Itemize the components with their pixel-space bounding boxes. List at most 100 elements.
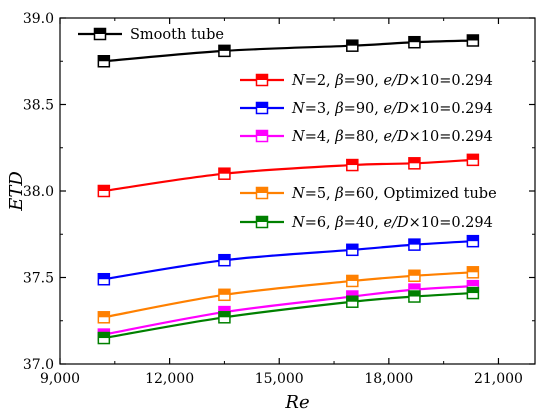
marker-fill xyxy=(346,291,358,297)
legend-marker xyxy=(255,101,269,115)
legend-label-part: N xyxy=(291,186,306,202)
series-line xyxy=(103,285,473,336)
x-tick-label: 18,000 xyxy=(364,371,413,387)
marker-fill xyxy=(346,40,358,46)
x-tick-label: 12,000 xyxy=(145,371,194,387)
legend-marker xyxy=(255,215,269,229)
legend-label-part: ×10=0.294 xyxy=(409,73,493,89)
legend-label-part: =90, xyxy=(344,73,384,89)
legend-label-part: Smooth tube xyxy=(130,27,224,43)
data-point xyxy=(408,157,421,170)
marker-fill xyxy=(467,154,479,160)
x-axis: 9,000 12,000 15,000 18,000 21,000 xyxy=(40,18,523,387)
data-point xyxy=(218,167,231,180)
data-point xyxy=(408,238,421,251)
series-line xyxy=(103,291,473,340)
legend-label: N=6, β=40, e/D×10=0.294 xyxy=(291,215,493,231)
legend-entry: N=6, β=40, e/D×10=0.294 xyxy=(240,215,493,231)
data-point xyxy=(346,274,359,288)
legend-label-part: e/D xyxy=(384,215,409,231)
legend-entry: N=4, β=80, e/D×10=0.294 xyxy=(240,129,493,145)
marker-fill xyxy=(218,45,230,51)
legend-label-part: β xyxy=(334,129,343,145)
legend-label-part: β xyxy=(334,215,343,231)
marker-fill xyxy=(467,266,479,273)
series-group xyxy=(97,153,480,198)
legend-marker xyxy=(255,73,269,87)
legend-label-part: β xyxy=(334,73,343,89)
legend-label-part: =80, xyxy=(344,129,384,145)
legend-label-part: N xyxy=(291,215,306,231)
legend-label-part: ×10=0.294 xyxy=(409,101,493,117)
marker-fill xyxy=(467,34,479,41)
series-group xyxy=(97,234,480,286)
marker-fill xyxy=(467,280,479,287)
data-point xyxy=(466,266,480,279)
y-axis: 37.0 37.5 38.0 38.5 39.0 xyxy=(23,11,535,373)
series-group xyxy=(97,286,480,345)
marker-fill xyxy=(218,311,230,318)
series-layer xyxy=(97,34,480,345)
data-point xyxy=(466,34,480,47)
marker-fill xyxy=(256,216,268,222)
marker-fill xyxy=(467,235,479,242)
legend-label-part: ×10=0.294 xyxy=(409,215,493,231)
marker-fill xyxy=(98,185,110,191)
legend-label-part: ×10=0.294 xyxy=(409,129,493,145)
marker-fill xyxy=(408,36,420,43)
legend-marker xyxy=(93,27,107,41)
legend-label-part: β xyxy=(334,186,343,202)
data-point xyxy=(466,234,480,248)
marker-fill xyxy=(218,306,230,313)
data-point xyxy=(97,331,111,345)
data-point xyxy=(97,272,111,286)
data-point xyxy=(218,253,231,267)
legend-label-part: e/D xyxy=(384,73,409,89)
data-point xyxy=(466,153,480,167)
legend-label-part: =40, xyxy=(344,215,384,231)
marker-fill xyxy=(408,270,420,276)
y-tick-label: 39.0 xyxy=(23,11,54,27)
legend-entry: N=3, β=90, e/D×10=0.294 xyxy=(240,101,493,117)
legend-label: N=4, β=80, e/D×10=0.294 xyxy=(291,129,493,145)
marker-fill xyxy=(218,168,230,174)
marker-fill xyxy=(98,332,110,339)
data-point xyxy=(408,35,421,49)
y-tick-label: 38.0 xyxy=(23,184,54,200)
marker-fill xyxy=(94,28,106,34)
marker-fill xyxy=(98,55,110,62)
data-point xyxy=(218,44,231,58)
data-point xyxy=(466,286,480,300)
x-axis-label: Re xyxy=(284,392,309,413)
legend-label: N=3, β=90, e/D×10=0.294 xyxy=(291,101,493,117)
x-tick-label: 15,000 xyxy=(255,371,304,387)
legend-label-part: =90, xyxy=(344,101,384,117)
marker-fill xyxy=(218,289,230,295)
marker-fill xyxy=(256,130,268,136)
marker-fill xyxy=(346,159,358,166)
marker-fill xyxy=(98,273,110,280)
marker-fill xyxy=(346,296,358,302)
legend-label-part: =5, xyxy=(305,186,336,202)
marker-fill xyxy=(408,239,420,245)
legend-label-part: =6, xyxy=(305,215,336,231)
legend-label-part: e/D xyxy=(384,129,409,145)
marker-fill xyxy=(256,74,268,80)
legend-label-part: N xyxy=(291,73,306,89)
data-point xyxy=(346,243,359,257)
data-point xyxy=(346,39,359,52)
legend-label-part: N xyxy=(291,101,306,117)
legend-entry: N=5, β=60, Optimized tube xyxy=(240,186,497,202)
data-point xyxy=(97,55,111,68)
data-point xyxy=(218,288,231,302)
legend-label-part: =3, xyxy=(305,101,336,117)
data-point xyxy=(346,158,359,172)
marker-fill xyxy=(256,102,268,108)
y-axis-label: ETD xyxy=(6,171,27,212)
marker-fill xyxy=(408,291,420,297)
legend-entry: N=2, β=90, e/D×10=0.294 xyxy=(240,73,493,89)
data-point xyxy=(408,269,421,283)
marker-fill xyxy=(98,311,110,318)
marker-fill xyxy=(408,284,420,290)
